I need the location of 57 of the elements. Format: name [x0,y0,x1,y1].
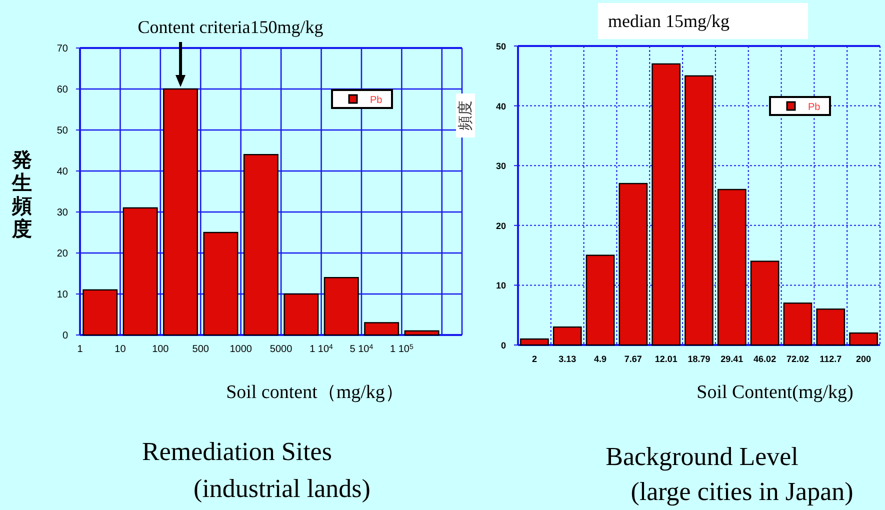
x-tick-label: 29.41 [720,354,744,364]
y-tick-label: 10 [56,290,68,300]
y-tick-label: 20 [56,248,68,260]
x-tick-label: 100 [152,344,170,355]
y-tick-label: 30 [56,208,68,218]
y-tick-label: 60 [56,84,68,96]
y-tick-label: 0 [500,340,506,350]
x-tick-label: 200 [856,354,872,364]
y-tick-label: 20 [496,220,506,231]
y-tick-label: 50 [496,42,506,52]
x-tick-label: 3.13 [558,354,576,364]
text: Background Level [606,442,798,471]
x-tick-label: 72.02 [786,354,809,364]
x-tick-label: 5 10$^{4}$ [350,344,374,355]
bar [849,332,878,346]
x-tick-label: 18.79 [688,354,710,364]
y-axis-title: 発生頻度 [11,150,32,240]
y-tick-label: 50 [56,126,68,136]
y-tick-label: 30 [496,161,506,172]
bar [783,302,812,346]
bar [684,75,714,346]
x-axis-title: Soil content（mg/kg） [226,382,404,403]
bar [750,260,780,346]
text: median 15mg/kg [608,11,730,31]
text: Remediation Sites [142,437,332,466]
bar [717,188,746,346]
y-tick-label: 70 [56,44,68,54]
y-tick-label: 10 [496,280,506,291]
text: (industrial lands) [194,474,370,503]
bar [586,254,615,346]
x-axis-title: Soil Content(mg/kg) [696,382,854,403]
bar [520,338,549,346]
x-tick-label: 12.01 [654,354,678,364]
x-tick-label: 5000 [270,344,293,355]
bar [618,182,648,346]
legend-label: Pb [808,102,821,113]
bar [816,308,846,346]
legend-label: Pb [370,95,383,106]
x-tick-label: 1000 [230,344,252,355]
x-tick-label: 500 [192,344,210,355]
x-tick-label: 7.67 [624,354,642,364]
y-tick-label: 40 [56,166,68,178]
x-tick-label: 4.9 [594,354,607,364]
x-tick-label: 1 [77,344,84,355]
bar [652,63,681,346]
x-tick-label: 112.7 [820,354,842,364]
x-tick-label: 2 [532,354,537,364]
bar [552,326,582,346]
x-tick-label: 1 10$^{4}$ [310,344,334,355]
x-tick-label: 1 10$^{5}$ [390,344,414,355]
annotation: Content criteria150mg/kg [138,17,324,37]
y-axis-title: 頻度 [457,100,474,130]
x-tick-label: 46.02 [754,354,776,364]
y-tick-label: 40 [496,101,506,112]
text: (large cities in Japan) [630,477,854,506]
x-tick-label: 10 [114,344,126,355]
y-tick-label: 0 [62,330,68,342]
